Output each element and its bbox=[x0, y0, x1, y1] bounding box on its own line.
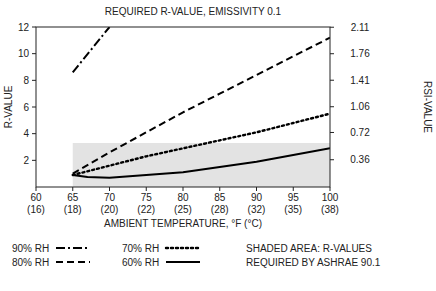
x-axis-title: AMBIENT TEMPERATURE, °F (°C) bbox=[104, 218, 262, 229]
x-tick bbox=[36, 187, 37, 191]
legend-label: 80% RH bbox=[12, 257, 49, 268]
x-tick-label-c: (22) bbox=[137, 204, 155, 215]
x-tick-label-c: (28) bbox=[211, 204, 229, 215]
title: REQUIRED R-VALUE, EMISSIVITY 0.1 bbox=[105, 6, 282, 17]
x-tick-label-c: (35) bbox=[284, 204, 302, 215]
y-tick bbox=[32, 27, 36, 28]
x-tick-label: 75 bbox=[141, 192, 153, 203]
y2-tick-label: 1.41 bbox=[350, 75, 370, 86]
y2-tick-label: 1.06 bbox=[350, 101, 370, 112]
x-tick-label: 100 bbox=[322, 192, 339, 203]
x-tick-label: 90 bbox=[251, 192, 263, 203]
x-tick-label: 95 bbox=[288, 192, 300, 203]
x-tick-label-c: (25) bbox=[174, 204, 192, 215]
y-tick-label: 6 bbox=[23, 102, 29, 113]
legend-swatch bbox=[166, 261, 200, 263]
chart: 60 65 70 75 80 85 90 95 100 (16) (18) (20) (22) (25) (… bbox=[0, 0, 436, 291]
x-tick bbox=[256, 187, 257, 191]
legend-label: 90% RH bbox=[12, 243, 49, 254]
series-line bbox=[73, 38, 330, 174]
annotation: REQUIRED BY ASHRAE 90.1 bbox=[246, 257, 381, 268]
y2-tick-label: 0.36 bbox=[350, 154, 370, 165]
x-tick bbox=[146, 187, 147, 191]
y2-tick bbox=[330, 159, 334, 160]
x-tick-label-c: (20) bbox=[101, 204, 119, 215]
x-tick bbox=[183, 187, 184, 191]
x-tick-label-c: (18) bbox=[64, 204, 82, 215]
legend: 90% RH 80% RH 70% RH 60% RH SHADED AREA: R-V… bbox=[12, 243, 381, 268]
x-tick-label: 65 bbox=[67, 192, 79, 203]
x-tick-label-c: (38) bbox=[321, 204, 339, 215]
x-tick bbox=[72, 187, 73, 191]
y2-tick-label: 0.72 bbox=[350, 127, 370, 138]
series-line bbox=[73, 148, 330, 177]
plot-area bbox=[73, 27, 330, 187]
x-tick-label-c: (32) bbox=[248, 204, 266, 215]
annotation: SHADED AREA: R-VALUES bbox=[246, 243, 372, 254]
y-tick bbox=[32, 160, 36, 161]
y2-tick bbox=[330, 53, 334, 54]
x-tick-label-c: (16) bbox=[27, 204, 45, 215]
y2-axis-title: RSI-VALUE bbox=[422, 81, 433, 133]
legend-label: 70% RH bbox=[122, 243, 159, 254]
legend-swatch bbox=[166, 247, 200, 249]
y-tick-label: 10 bbox=[18, 48, 30, 59]
x-tick bbox=[293, 187, 294, 191]
x-tick-label: 60 bbox=[30, 192, 42, 203]
y2-tick bbox=[330, 106, 334, 107]
y-tick bbox=[32, 80, 36, 81]
plot-frame bbox=[36, 27, 330, 187]
y-tick bbox=[32, 53, 36, 54]
y-tick bbox=[32, 107, 36, 108]
y-tick-label: 12 bbox=[18, 22, 30, 33]
legend-swatch bbox=[56, 261, 90, 263]
x-tick-label: 70 bbox=[104, 192, 116, 203]
y2-tick bbox=[330, 132, 334, 133]
y-tick-label: 8 bbox=[23, 75, 29, 86]
y-tick-label: 4 bbox=[23, 128, 29, 139]
series-line bbox=[73, 27, 110, 72]
x-tick bbox=[109, 187, 110, 191]
x-tick bbox=[219, 187, 220, 191]
y-tick bbox=[32, 133, 36, 134]
legend-swatch bbox=[56, 247, 90, 249]
y-tick-label: 2 bbox=[23, 155, 29, 166]
series-line bbox=[73, 114, 330, 175]
x-tick bbox=[330, 187, 331, 191]
y-axis-title: R-VALUE bbox=[3, 85, 14, 128]
y2-tick-label: 2.11 bbox=[351, 22, 370, 33]
x-tick-label: 85 bbox=[214, 192, 226, 203]
y2-tick bbox=[330, 27, 334, 28]
legend-label: 60% RH bbox=[122, 257, 159, 268]
y2-tick bbox=[330, 80, 334, 81]
x-tick-label: 80 bbox=[177, 192, 189, 203]
y2-tick-label: 1.76 bbox=[350, 48, 370, 59]
